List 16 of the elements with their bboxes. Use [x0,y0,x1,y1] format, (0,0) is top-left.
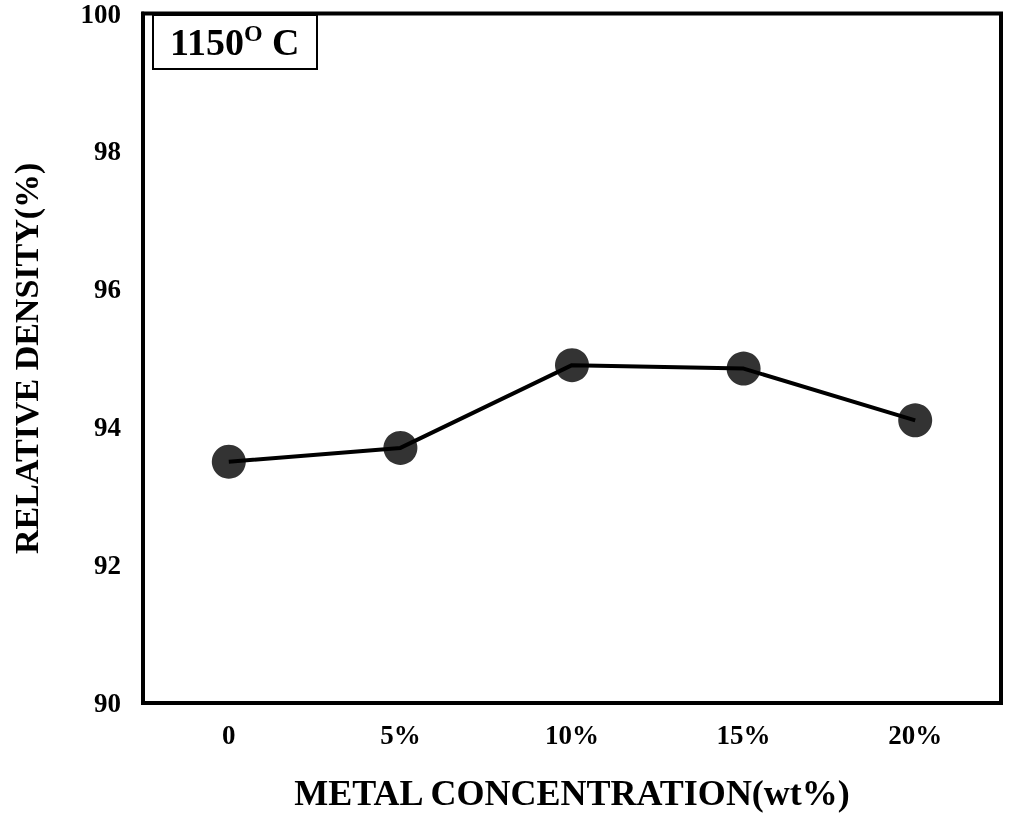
x-tick-label: 20% [888,719,943,750]
annotation: 1150$^{O}$ C [152,14,318,70]
y-tick-label: 94 [94,412,121,443]
y-tick-label: 98 [94,136,121,167]
point [898,403,933,438]
y-axis-title: RELATIVE DENSITY(%) [7,162,46,554]
x-tick-label: 5% [380,719,421,750]
y-tick-label: 100 [80,0,121,29]
x-tick-label: 0 [222,719,236,750]
x-axis-title: METAL CONCENTRATION(wt%) [294,773,850,813]
y-tick-label: 96 [94,274,121,305]
y-tick-label: 92 [94,550,121,581]
y-tick-label: 90 [94,688,121,718]
point [211,444,246,479]
x-tick-label: 15% [716,719,771,750]
x-tick-label: 10% [545,719,599,750]
